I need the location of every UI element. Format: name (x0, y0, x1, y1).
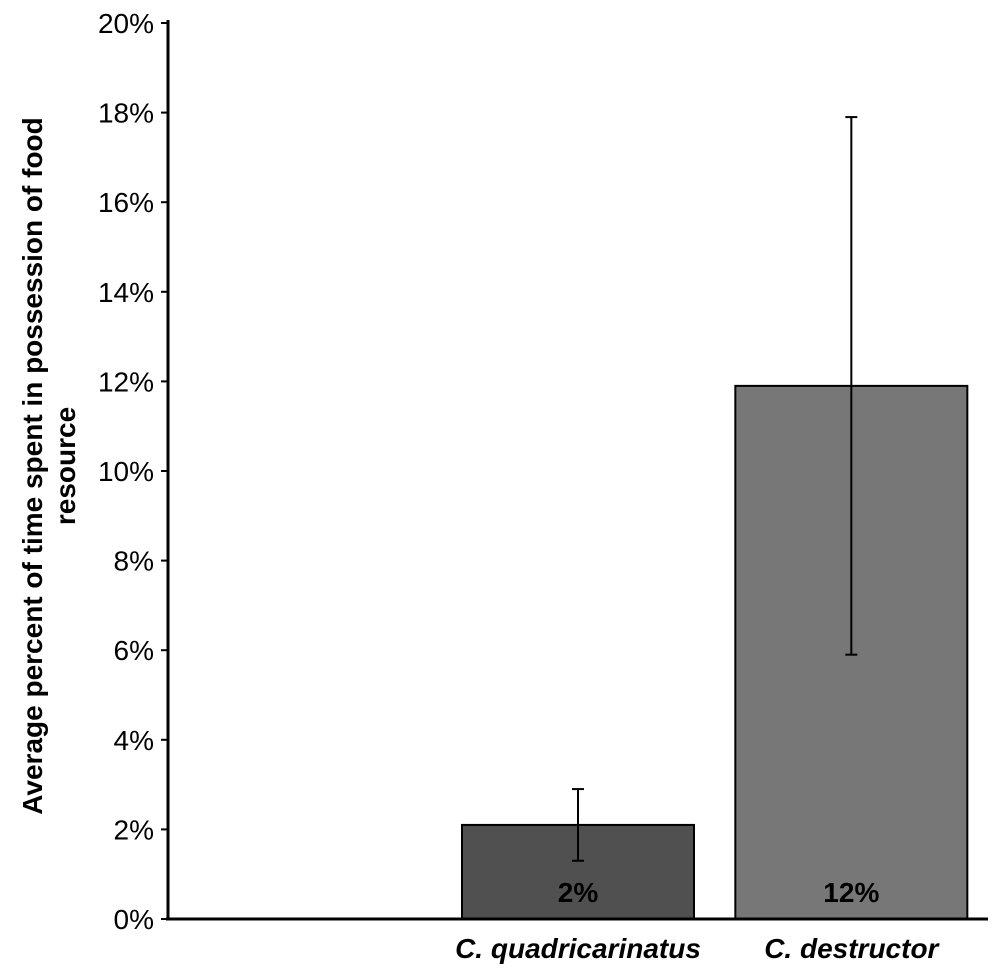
data-label: 2% (558, 877, 599, 908)
y-tick-label: 16% (98, 187, 154, 218)
y-tick-label: 2% (114, 814, 154, 845)
data-labels: 2% 12% (558, 877, 880, 908)
y-tick-label: 10% (98, 456, 154, 487)
x-category-label: C. destructor (764, 933, 940, 964)
y-axis-title-line-2: resource (50, 407, 81, 525)
y-axis-title: Average percent of time spent in possess… (17, 117, 48, 815)
y-tick-label: 4% (114, 725, 154, 756)
y-tick-label: 6% (114, 635, 154, 666)
category-labels: C. quadricarinatus C. destructor (455, 933, 940, 964)
y-tick-label: 0% (114, 904, 154, 935)
bars (461, 384, 969, 920)
x-category-label: C. quadricarinatus (455, 933, 701, 964)
y-tick-label: 14% (98, 277, 154, 308)
data-label: 12% (823, 877, 879, 908)
y-tick-label: 8% (114, 546, 154, 577)
y-tick-label: 18% (98, 98, 154, 129)
y-tick-label: 12% (98, 366, 154, 397)
y-axis-ticks: 0% 2% 4% 6% 8% 10% 12% 14% 16% 18% 20% (98, 8, 168, 935)
y-tick-label: 20% (98, 8, 154, 39)
error-bars (572, 116, 858, 862)
